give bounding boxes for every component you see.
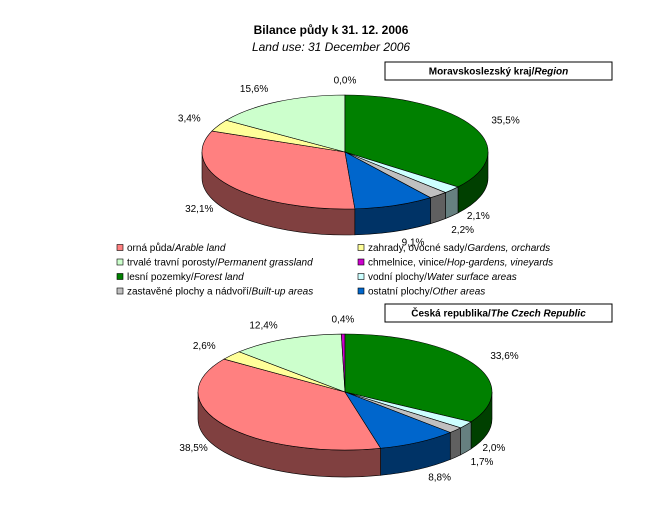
data-label: 2,6% (193, 341, 216, 352)
data-label: 1,7% (471, 457, 494, 468)
data-label: 0,4% (332, 315, 355, 326)
data-label: 32,1% (185, 204, 213, 215)
legend-swatch (116, 287, 124, 295)
slice (344, 333, 493, 423)
data-label: 9,1% (402, 238, 425, 249)
slice (344, 94, 489, 188)
data-label: 8,8% (428, 472, 451, 483)
legend-label: lesní pozemky/Forest land (127, 272, 244, 283)
legend-swatch (357, 287, 365, 295)
legend-label: zastavěné plochy a nádvoří/Built-up area… (127, 286, 313, 297)
slice (201, 130, 356, 210)
data-label: 33,6% (490, 351, 518, 362)
slice (238, 333, 346, 393)
legend-swatch (357, 273, 365, 280)
region-label: Moravskoslezský kraj/Region (429, 66, 569, 77)
legend-swatch (116, 244, 124, 251)
legend-label: orná půda/Arable land (127, 242, 226, 254)
slice (225, 94, 346, 153)
region-box (384, 303, 613, 323)
chart-title: Bilance půdy k 31. 12. 2006 (254, 23, 409, 37)
slice (197, 358, 382, 451)
chart-subtitle: Land use: 31 December 2006 (252, 40, 410, 54)
legend-label: ostatní plochy/Other areas (368, 286, 485, 297)
legend-label: vodní plochy/Water surface areas (368, 272, 517, 283)
legend-swatch (357, 258, 365, 266)
legend-swatch (116, 258, 124, 266)
legend-label: chmelnice, vinice/Hop-gardens, vineyards (368, 257, 553, 268)
region-label: Česká republika/The Czech Republic (411, 306, 586, 319)
slice (344, 151, 432, 210)
data-label: 12,4% (249, 321, 277, 332)
legend-label: trvalé travní porosty/Permanent grasslan… (127, 257, 313, 268)
region-box (384, 61, 613, 81)
legend-label: zahrady, ovocné sady/Gardens, orchards (368, 243, 550, 254)
data-label: 3,4% (178, 114, 201, 125)
data-label: 2,0% (483, 443, 506, 454)
legend-swatch (116, 273, 124, 280)
data-label: 0,0% (334, 76, 357, 87)
data-label: 2,1% (467, 211, 490, 222)
data-label: 15,6% (240, 84, 268, 95)
data-label: 2,2% (451, 225, 474, 236)
slice-side (449, 427, 461, 460)
slice (344, 391, 452, 449)
legend-swatch (357, 244, 365, 251)
data-label: 38,5% (179, 443, 207, 454)
data-label: 35,5% (491, 115, 519, 126)
